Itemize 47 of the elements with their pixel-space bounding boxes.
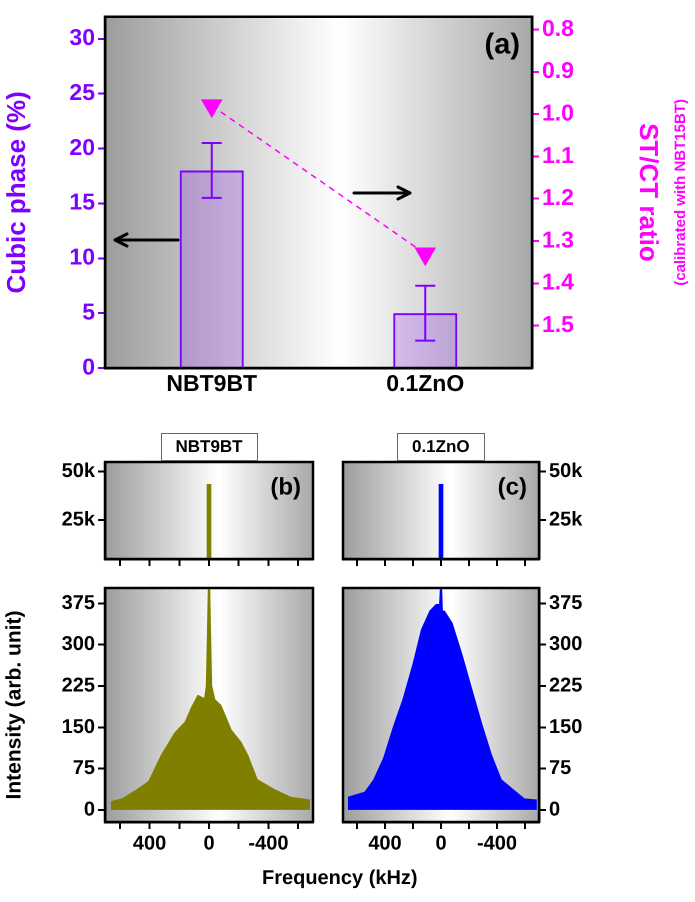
x-tick-label: 400 <box>132 832 166 855</box>
y-axis-title: Cubic phase (%) <box>0 91 31 294</box>
y-tick-label: 5 <box>82 298 96 324</box>
y-tick-label: 10 <box>69 244 95 270</box>
y2-tick-label: 0.8 <box>542 14 574 41</box>
y-tick-label: 20 <box>69 134 95 160</box>
annotation: (a) <box>484 28 520 60</box>
y-tick-label: 50k <box>62 460 96 482</box>
y2-axis-title: ST/CT ratio <box>634 123 664 262</box>
chart-title: NBT9BT <box>160 433 258 461</box>
annotation: (b) <box>270 474 301 501</box>
x-tick-label: -400 <box>476 832 518 855</box>
y-tick-label: 30 <box>69 24 95 50</box>
y-tick-label: 375 <box>62 592 95 614</box>
y2-tick-label: 1.2 <box>542 184 574 210</box>
y2-tick-label: 1.1 <box>542 142 574 168</box>
y2-tick-label: 1.4 <box>542 268 574 295</box>
y-tick-label: 300 <box>62 633 95 656</box>
y-tick-label: 0 <box>84 798 95 820</box>
y-tick-label: 25 <box>69 78 96 105</box>
x-tick-label: 0 <box>203 832 215 855</box>
y-tick-label: 0 <box>82 353 95 380</box>
x-axis-title: Frequency (kHz) <box>262 867 418 890</box>
chart-title: 0.1ZnO <box>397 433 485 461</box>
y2-tick-label: 25k <box>549 508 584 531</box>
annotation: (c) <box>498 474 527 501</box>
y2-tick-label: 0.9 <box>542 57 574 84</box>
y-tick-label: 225 <box>62 674 95 697</box>
y2-tick-label: 50k <box>549 460 584 482</box>
y2-tick-label: 375 <box>549 592 582 614</box>
y-tick-label: 75 <box>72 757 95 780</box>
y2-tick-label: 0 <box>549 798 560 820</box>
y-tick-label: 25k <box>62 508 96 531</box>
y2-tick-label: 150 <box>549 716 582 738</box>
y-tick-label: 15 <box>69 188 96 215</box>
x-tick-label: 0 <box>435 832 447 855</box>
y2-tick-label: 75 <box>549 757 572 780</box>
y2-tick-label: 225 <box>549 674 582 697</box>
y2-tick-label: 1.5 <box>542 311 574 338</box>
y-axis-title: Intensity (arb. unit) <box>2 610 26 800</box>
x-tick-label: 400 <box>368 832 402 855</box>
y-tick-label: 150 <box>62 716 95 738</box>
text: (calibrated with NBT15BT) <box>672 99 690 286</box>
y2-tick-label: 300 <box>549 633 582 656</box>
x-tick-label: -400 <box>248 832 288 855</box>
y2-tick-label: 1.0 <box>542 99 574 126</box>
y2-tick-label: 1.3 <box>542 226 574 252</box>
